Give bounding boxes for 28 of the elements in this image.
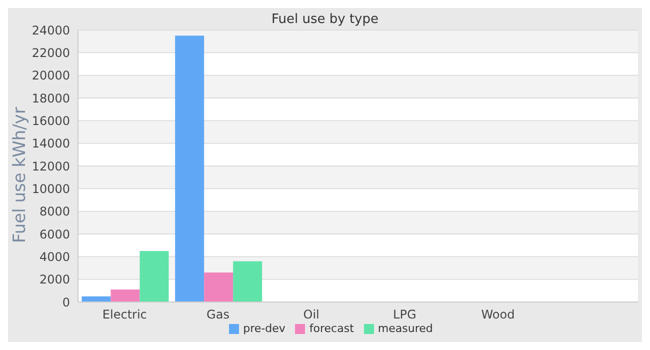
y-tick-label: 18000: [32, 91, 70, 106]
x-tick-label: Gas: [206, 308, 230, 322]
x-tick-label: Oil: [303, 308, 320, 322]
chart-title: Fuel use by type: [271, 12, 378, 27]
x-tick-label: LPG: [393, 308, 416, 322]
x-tick-label: Electric: [102, 308, 147, 322]
legend-label: forecast: [309, 322, 354, 335]
bar: [110, 290, 140, 302]
bar: [175, 36, 204, 302]
y-tick-label: 22000: [32, 46, 70, 60]
y-tick-label: 14000: [32, 136, 70, 151]
bar: [233, 261, 262, 302]
legend-label: measured: [378, 322, 433, 335]
y-tick-label: 2000: [39, 272, 70, 287]
y-tick-label: 20000: [32, 68, 70, 83]
y-tick-label: 8000: [39, 204, 70, 219]
bar: [140, 251, 169, 302]
y-tick-label: 24000: [32, 23, 70, 38]
y-tick-label: 0: [62, 295, 70, 310]
y-tick-label: 12000: [32, 159, 70, 174]
y-axis-title: Fuel use kWh/yr: [10, 107, 30, 243]
y-tick-label: 6000: [39, 227, 70, 242]
x-tick-label: Wood: [481, 308, 515, 322]
y-tick-label: 10000: [32, 182, 70, 196]
legend-label: pre-dev: [243, 322, 286, 335]
y-tick-label: 4000: [39, 250, 70, 264]
bar: [204, 272, 234, 302]
y-tick-label: 16000: [32, 114, 70, 128]
